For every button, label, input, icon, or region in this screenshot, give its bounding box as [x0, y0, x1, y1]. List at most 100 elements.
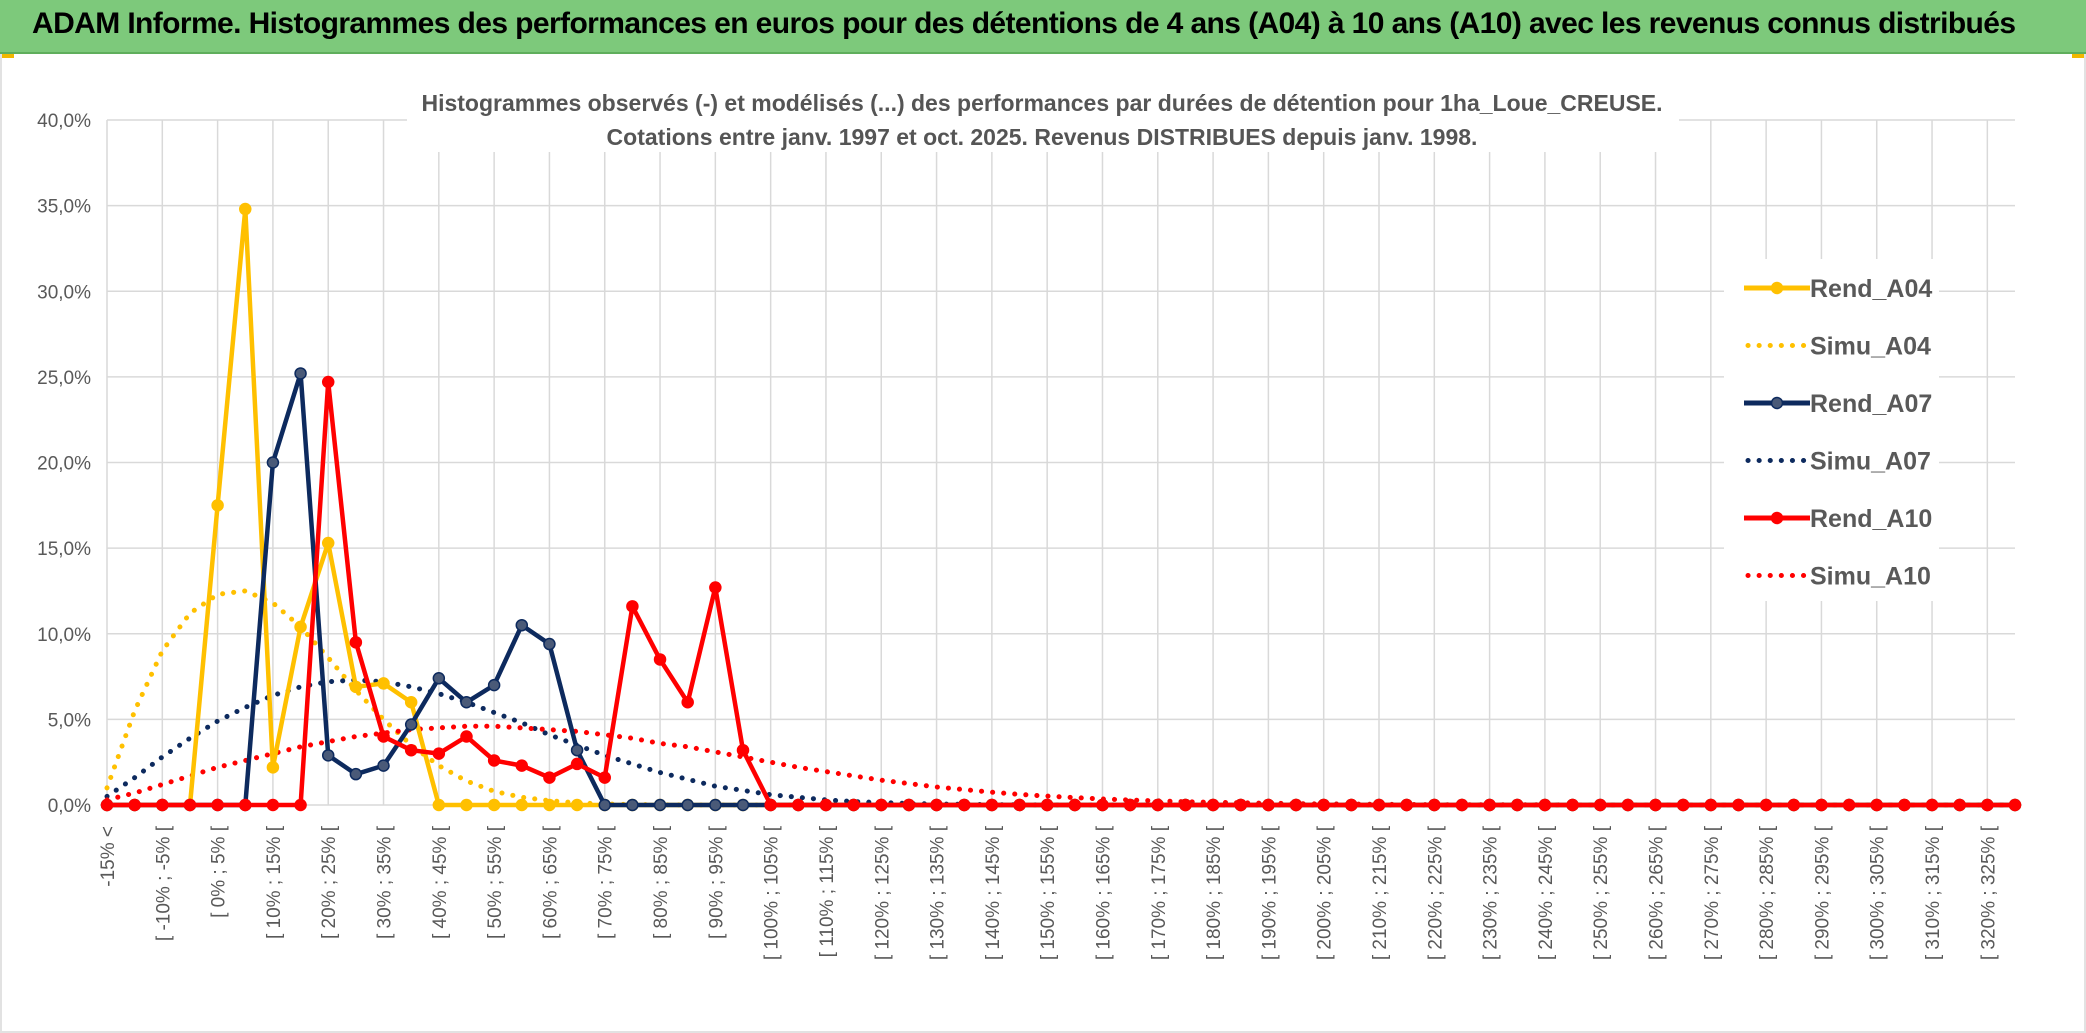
data-point-rend-a10: [930, 798, 943, 812]
data-point-rend-a07: [432, 672, 446, 685]
data-point-rend-a10: [1842, 798, 1856, 812]
data-point-rend-a10: [1566, 798, 1579, 812]
data-point-rend-a10: [515, 759, 529, 772]
x-tick-label: [ 30% ; 35% [: [375, 825, 396, 939]
series-line-simu-a10: [104, 723, 2018, 808]
x-tick-label: [ 290% ; 295% [: [1812, 825, 1833, 960]
data-point-rend-a04: [321, 536, 335, 550]
y-tick-label: 15,0%: [37, 539, 91, 560]
data-point-rend-a10: [1483, 798, 1496, 812]
series-line-simu-a04: [104, 588, 2018, 808]
data-point-rend-a10: [1732, 798, 1745, 812]
y-tick-label: 10,0%: [37, 625, 91, 646]
x-tick-label: [ 260% ; 265% [: [1647, 825, 1668, 960]
data-point-rend-a10: [1345, 798, 1358, 812]
data-point-rend-a10: [626, 600, 639, 613]
data-point-rend-a07: [460, 696, 473, 709]
x-tick-label: [ 270% ; 275% [: [1702, 825, 1723, 960]
data-point-rend-a10: [1981, 798, 1994, 812]
data-point-rend-a10: [128, 798, 141, 812]
data-point-rend-a04: [266, 761, 280, 774]
data-point-rend-a10: [1759, 798, 1773, 812]
data-point-rend-a10: [681, 696, 694, 709]
data-point-rend-a10: [1593, 798, 1607, 812]
data-point-rend-a10: [1234, 798, 1247, 812]
data-point-rend-a07: [294, 367, 307, 380]
y-axis-ticks: 0,0% 5,0% 10,0% 15,0% 20,0% 25,0% 30,0% 35,0% 40…: [37, 111, 91, 817]
series-line-rend-a10: [107, 379, 2015, 808]
data-point-rend-a10: [100, 798, 114, 812]
data-point-rend-a10: [736, 743, 750, 757]
data-point-rend-a10: [1898, 798, 1911, 812]
data-point-rend-a10: [957, 798, 971, 812]
data-point-rend-a10: [1372, 798, 1386, 812]
data-point-rend-a10: [1096, 798, 1109, 812]
legend-label: Rend_A07: [1810, 390, 1932, 418]
legend-entry-simu-a04: Simu_A04: [1745, 333, 1931, 361]
data-point-rend-a07: [515, 618, 529, 632]
data-point-rend-a04: [432, 798, 446, 812]
x-tick-label: [ 80% ; 85% [: [651, 825, 672, 939]
chart-titles: Histogrammes observés (-) et modélisés (…: [407, 80, 1679, 152]
data-point-rend-a10: [1289, 798, 1303, 812]
data-point-rend-a10: [1511, 798, 1524, 812]
chart-subtitle: Cotations entre janv. 1997 et oct. 2025.…: [607, 124, 1478, 150]
x-tick-label: [ 140% ; 145% [: [983, 825, 1004, 960]
data-point-rend-a10: [1428, 798, 1441, 812]
data-point-rend-a10: [211, 798, 224, 812]
chart-frame: 0,0% 5,0% 10,0% 15,0% 20,0% 25,0% 30,0% 35,0% 40…: [0, 54, 2086, 1033]
data-point-rend-a10: [239, 798, 252, 812]
data-point-rend-a04: [211, 499, 224, 512]
legend-label: Simu_A04: [1810, 333, 1931, 361]
x-tick-label: [ 130% ; 135% [: [928, 825, 949, 960]
data-point-rend-a07: [487, 678, 501, 692]
data-point-rend-a10: [1068, 798, 1082, 812]
legend-entry-simu-a10: Simu_A10: [1745, 563, 1931, 591]
data-point-rend-a04: [543, 798, 556, 812]
data-point-rend-a10: [1040, 798, 1054, 812]
legend-label: Rend_A04: [1810, 275, 1932, 303]
y-tick-label: 20,0%: [37, 454, 91, 475]
x-tick-label: -15% <: [98, 826, 119, 887]
data-point-rend-a04: [404, 696, 418, 709]
data-point-rend-a04: [570, 798, 584, 812]
legend-label: Simu_A10: [1810, 563, 1931, 591]
data-point-rend-a07: [709, 798, 722, 812]
data-point-rend-a10: [183, 798, 197, 812]
data-point-rend-a10: [985, 798, 999, 812]
data-point-rend-a10: [404, 743, 418, 757]
chart-title: Histogrammes observés (-) et modélisés (…: [421, 90, 1662, 116]
y-tick-label: 35,0%: [37, 197, 91, 218]
data-point-rend-a04: [239, 202, 252, 216]
legend-box: [1724, 259, 1939, 601]
data-point-rend-a10: [266, 798, 280, 812]
data-point-rend-a10: [598, 771, 611, 784]
data-point-rend-a07: [349, 767, 363, 781]
data-point-rend-a10: [1621, 798, 1635, 812]
data-point-rend-a07: [377, 759, 390, 772]
data-point-rend-a10: [1538, 798, 1552, 812]
data-point-rend-a10: [1151, 798, 1165, 812]
report-title: ADAM Informe. Histogrammes des performan…: [32, 7, 2016, 40]
data-point-rend-a10: [543, 771, 556, 784]
data-point-rend-a10: [294, 798, 307, 812]
chart-legend: Rend_A04 Simu_A04 Rend_A07 Simu_A07 Rend_A10…: [1724, 259, 1939, 601]
data-point-rend-a07: [681, 798, 694, 812]
x-tick-label: [ 0% ; 5% [: [209, 825, 230, 918]
data-point-rend-a10: [460, 730, 473, 743]
data-point-rend-a10: [487, 754, 501, 767]
y-tick-label: 0,0%: [48, 796, 91, 817]
legend-entry-rend-a07: Rend_A07: [1744, 390, 1932, 418]
x-tick-label: [ 160% ; 165% [: [1093, 825, 1114, 960]
legend-entry-rend-a04: Rend_A04: [1744, 275, 1932, 303]
data-point-rend-a10: [653, 653, 667, 666]
x-tick-label: [ 320% ; 325% [: [1978, 825, 1999, 960]
data-point-rend-a10: [1013, 798, 1026, 812]
data-point-rend-a04: [294, 620, 307, 634]
x-tick-label: [ 110% ; 115% [: [817, 825, 838, 957]
x-tick-label: [ 150% ; 155% [: [1038, 825, 1059, 960]
data-point-rend-a10: [1925, 798, 1939, 812]
x-tick-label: [ 60% ; 65% [: [540, 825, 561, 939]
data-point-rend-a04: [487, 798, 501, 812]
data-point-rend-a10: [1179, 798, 1192, 812]
